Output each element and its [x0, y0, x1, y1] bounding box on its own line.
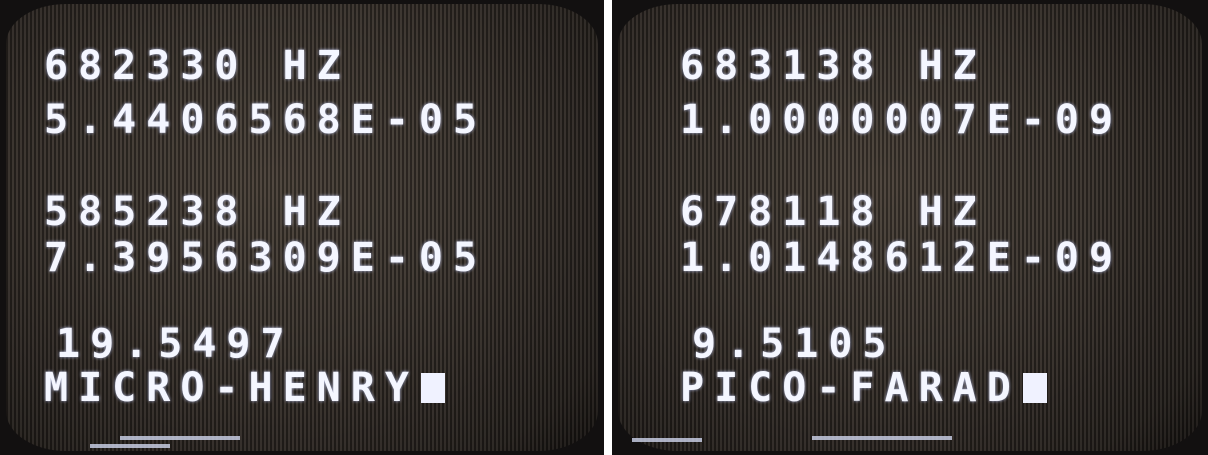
crt-screen [6, 4, 598, 451]
screen-text-content: MICRO-HENRY [44, 365, 419, 411]
crt-photo: 683138 HZ 1.0000007E-09 678118 HZ 1.0148612… [612, 0, 1208, 455]
screen-text: 9.5105 [692, 322, 897, 366]
screen-text: 585238 HZ [44, 190, 351, 234]
screen-text-content: 5.4406568E-05 [44, 97, 488, 143]
screen-text: 682330 HZ [44, 44, 351, 88]
screen-text: 19.5497 [56, 322, 295, 366]
screen-text-content: 19.5497 [56, 321, 295, 367]
screen-text: 5.4406568E-05 [44, 98, 487, 142]
screen-text: 7.3956309E-05 [44, 236, 487, 280]
screen-text-content: 1.0000007E-09 [680, 97, 1124, 143]
glitch [632, 438, 702, 442]
glitch [812, 436, 952, 440]
screen-text-content: 585238 HZ [44, 189, 351, 235]
screen-text-content: 1.0148612E-09 [680, 235, 1124, 281]
screen-text-content: PICO-FARAD [680, 365, 1021, 411]
glitch [120, 436, 240, 440]
glitch [90, 444, 170, 448]
screen-text-content: 682330 HZ [44, 43, 351, 89]
crt-photo: 682330 HZ 5.4406568E-05 585238 HZ 7.3956309… [0, 0, 604, 455]
screen-text-content: 683138 HZ [680, 43, 987, 89]
crt-screen [618, 4, 1202, 451]
screen-text: 1.0148612E-09 [680, 236, 1123, 280]
screen-text-content: 9.5105 [692, 321, 897, 367]
screen-text: MICRO-HENRY [44, 366, 445, 410]
screen-text: 1.0000007E-09 [680, 98, 1123, 142]
cursor [1022, 373, 1047, 403]
screen-text-content: 7.3956309E-05 [44, 235, 488, 281]
cursor [420, 373, 445, 403]
screen-text-content: 678118 HZ [680, 189, 987, 235]
screen-text: PICO-FARAD [680, 366, 1047, 410]
screen-text: 678118 HZ [680, 190, 987, 234]
screen-text: 683138 HZ [680, 44, 987, 88]
